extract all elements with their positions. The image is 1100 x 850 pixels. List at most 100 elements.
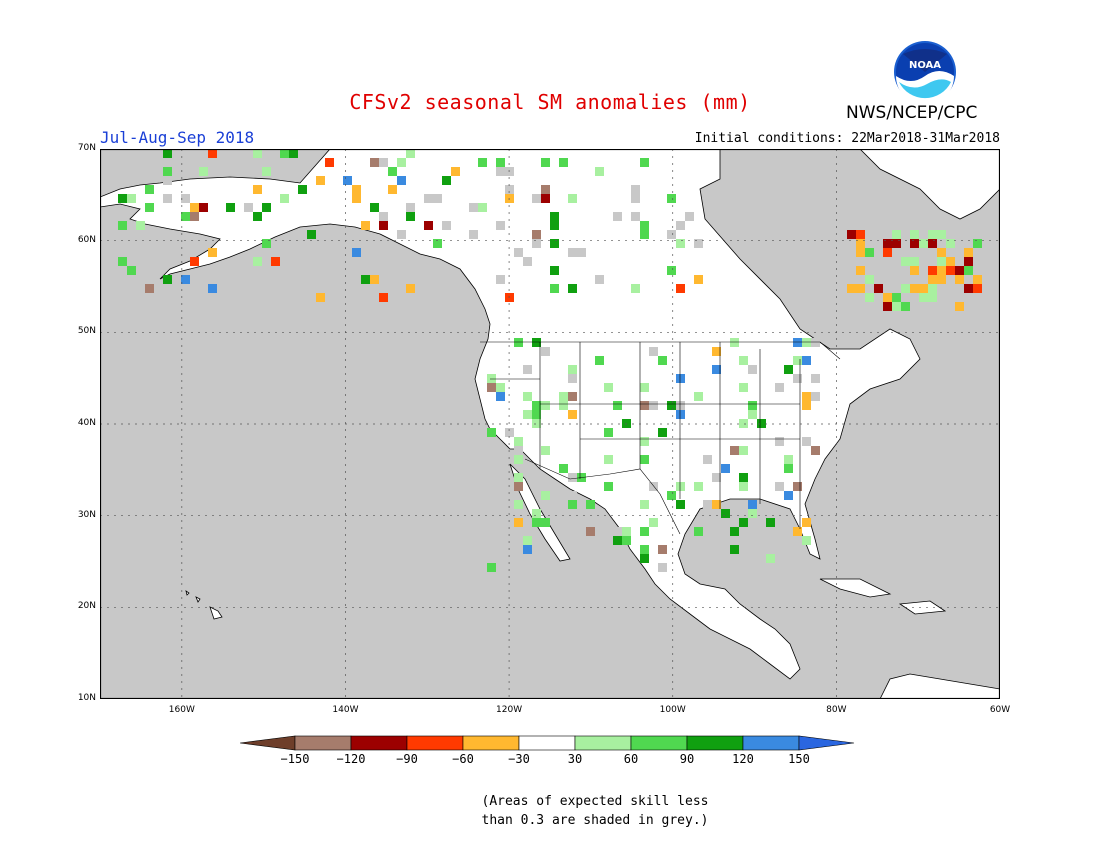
- anomaly-cell: [766, 554, 775, 563]
- anomaly-cell: [550, 284, 559, 293]
- anomaly-cell: [559, 158, 568, 167]
- anomaly-cell: [793, 482, 802, 491]
- anomaly-cell: [622, 419, 631, 428]
- anomaly-cell: [910, 230, 919, 239]
- anomaly-cell: [964, 257, 973, 266]
- anomaly-cell: [559, 401, 568, 410]
- anomaly-cell: [955, 302, 964, 311]
- anomaly-cell: [937, 266, 946, 275]
- anomaly-cell: [496, 221, 505, 230]
- anomaly-cell: [865, 275, 874, 284]
- anomaly-cell: [964, 284, 973, 293]
- anomaly-cell: [163, 167, 172, 176]
- anomaly-cell: [505, 194, 514, 203]
- anomaly-cell: [163, 176, 172, 185]
- anomaly-cell: [847, 284, 856, 293]
- anomaly-cell: [910, 284, 919, 293]
- anomaly-cell: [964, 248, 973, 257]
- anomaly-cell: [199, 203, 208, 212]
- legend-tick: 30: [567, 752, 583, 766]
- anomaly-cell: [118, 194, 127, 203]
- anomaly-cell: [631, 212, 640, 221]
- anomaly-cell: [910, 275, 919, 284]
- anomaly-cell: [127, 194, 136, 203]
- anomaly-cell: [550, 212, 559, 221]
- anomaly-cell: [937, 230, 946, 239]
- anomaly-cell: [406, 149, 415, 158]
- anomaly-cell: [568, 410, 577, 419]
- anomaly-cell: [406, 203, 415, 212]
- anomaly-cell: [694, 239, 703, 248]
- anomaly-cell: [685, 212, 694, 221]
- anomaly-cell: [757, 419, 766, 428]
- anomaly-cell: [352, 185, 361, 194]
- anomaly-cell: [649, 401, 658, 410]
- lon-label: 60W: [989, 705, 1011, 715]
- anomaly-cells: [118, 149, 982, 572]
- anomaly-cell: [442, 284, 451, 293]
- anomaly-cell: [667, 194, 676, 203]
- anomaly-cell: [811, 446, 820, 455]
- anomaly-cell: [964, 302, 973, 311]
- legend-arrow-low: [240, 735, 296, 751]
- anomaly-cell: [883, 275, 892, 284]
- anomaly-cell: [127, 266, 136, 275]
- anomaly-cell: [253, 212, 262, 221]
- anomaly-cell: [640, 527, 649, 536]
- lat-lon-gridlines: [100, 149, 1000, 699]
- legend-tick: −120: [336, 752, 366, 766]
- legend-tick: −150: [280, 752, 310, 766]
- anomaly-cell: [667, 491, 676, 500]
- north-america-landmass: [100, 149, 921, 680]
- anomaly-cell: [676, 239, 685, 248]
- lat-label: 30N: [77, 509, 96, 520]
- anomaly-cell: [532, 518, 541, 527]
- anomaly-cell: [874, 302, 883, 311]
- hawaii-islands: [185, 590, 223, 620]
- anomaly-cell: [208, 149, 217, 158]
- anomaly-cell: [910, 302, 919, 311]
- anomaly-cell: [811, 374, 820, 383]
- anomaly-cell: [694, 392, 703, 401]
- anomaly-cell: [919, 284, 928, 293]
- anomaly-cell: [973, 257, 982, 266]
- anomaly-cell: [676, 374, 685, 383]
- anomaly-cell: [613, 527, 622, 536]
- anomaly-cell: [163, 158, 172, 167]
- anomaly-cell: [748, 365, 757, 374]
- anomaly-cell: [811, 392, 820, 401]
- agency-label: NWS/NCEP/CPC: [846, 103, 978, 123]
- anomaly-cell: [568, 284, 577, 293]
- anomaly-cell: [856, 239, 865, 248]
- anomaly-cell: [487, 518, 496, 527]
- anomaly-cell: [523, 392, 532, 401]
- anomaly-cell: [658, 428, 667, 437]
- anomaly-cell: [496, 275, 505, 284]
- lat-label: 40N: [77, 418, 96, 428]
- anomaly-cell: [514, 482, 523, 491]
- lat-label: 60N: [77, 234, 96, 245]
- skill-note-line2: than 0.3 are shaded in grey.): [481, 813, 709, 828]
- anomaly-cell: [568, 392, 577, 401]
- anomaly-cell: [370, 203, 379, 212]
- noaa-logo: NOAA: [894, 41, 956, 104]
- anomaly-cell: [514, 473, 523, 482]
- legend-tick: −90: [396, 752, 418, 766]
- anomaly-cell: [496, 383, 505, 392]
- anomaly-cell: [937, 248, 946, 257]
- lon-label: 100W: [659, 705, 686, 715]
- anomaly-cell: [397, 176, 406, 185]
- anomaly-cell: [505, 293, 514, 302]
- cuba: [819, 578, 892, 598]
- anomaly-cell: [487, 428, 496, 437]
- anomaly-cell: [730, 545, 739, 554]
- anomaly-cell: [145, 203, 154, 212]
- anomaly-cell: [262, 167, 271, 176]
- anomaly-cell: [424, 221, 433, 230]
- anomaly-cell: [604, 383, 613, 392]
- anomaly-cell: [973, 284, 982, 293]
- anomaly-cell: [739, 518, 748, 527]
- anomaly-cell: [397, 230, 406, 239]
- anomaly-cell: [784, 365, 793, 374]
- anomaly-cell: [928, 293, 937, 302]
